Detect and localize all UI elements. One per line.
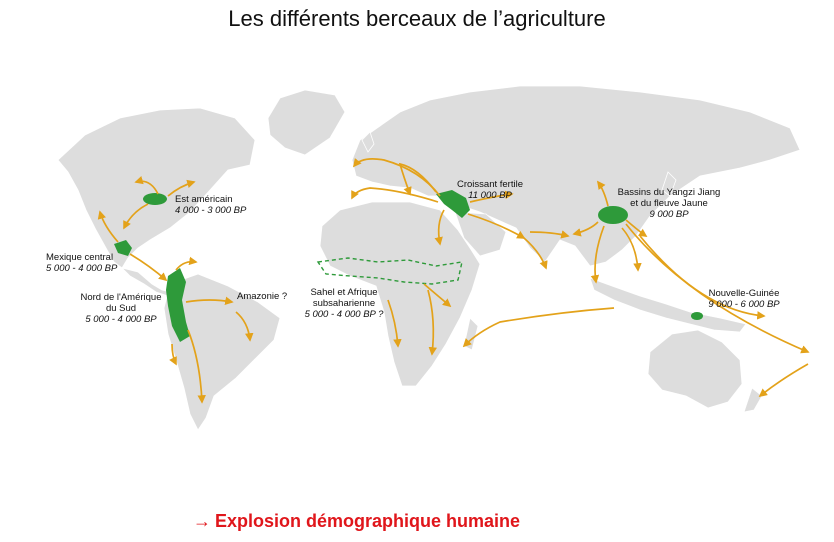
route-arrow (134, 176, 159, 195)
madagascar-landmass (463, 317, 479, 351)
region-name: Nouvelle-Guinée (708, 288, 780, 299)
uk-landmass (361, 131, 375, 153)
route-arrow (185, 296, 234, 305)
region-name: Croissant fertile (457, 179, 523, 190)
cradle-est-americain (143, 193, 167, 205)
route-arrow (235, 311, 254, 342)
route-arrow (187, 329, 206, 404)
right-arrow-icon: → (193, 511, 211, 531)
route-arrow (572, 221, 599, 237)
route-arrow (169, 343, 177, 366)
route-arrow (434, 209, 445, 246)
route-arrow (529, 230, 570, 239)
region-date: 9 000 BP (649, 209, 689, 220)
region-name: Mexique central (46, 252, 114, 263)
route-arrow (97, 210, 119, 243)
route-arrow (427, 289, 438, 356)
label-yangzi: Bassins du Yangzi Jiang et du fleuve Jau… (613, 187, 725, 220)
new-zealand-landmass (743, 387, 763, 413)
region-date: 5 000 - 4 000 BP (46, 263, 118, 274)
route-arrow (625, 219, 648, 237)
label-sahel: Sahel et Afrique subsaharienne 5 000 - 4… (296, 287, 392, 320)
cradle-croissant-fertile (436, 190, 470, 218)
route-arrow (129, 253, 168, 282)
cradle-nouvelle-guinee (691, 312, 703, 320)
route-arrow (387, 299, 402, 348)
label-amazonie: Amazonie ? (237, 291, 287, 302)
greenland-landmass (267, 89, 346, 156)
north-america-landmass (57, 107, 256, 269)
footer-text: Explosion démographique humaine (215, 511, 521, 531)
route-arrow (462, 307, 615, 348)
region-date: 9 000 - 6 000 BP (708, 299, 780, 310)
label-mexique-central: Mexique central 5 000 - 4 000 BP (46, 252, 117, 274)
region-name-line1: Bassins du Yangzi Jiang (617, 187, 721, 198)
southeast-asia-islands-landmass (589, 277, 747, 333)
route-arrow (590, 225, 605, 284)
region-name-line2: et du fleuve Jaune (630, 198, 708, 209)
region-name: Amazonie ? (237, 291, 288, 302)
label-amerique-du-sud: Nord de l'Amérique du Sud 5 000 - 4 000 … (76, 292, 166, 325)
label-nouvelle-guinee: Nouvelle-Guinée 9 000 - 6 000 BP (700, 288, 788, 310)
route-arrow (398, 162, 437, 196)
route-arrow (596, 180, 609, 207)
cradle-mexique-central (114, 240, 132, 256)
route-arrow (175, 256, 198, 271)
region-name-line2: subsaharienne (312, 298, 376, 309)
region-name-line1: Sahel et Afrique (310, 287, 378, 298)
route-arrow (467, 213, 526, 239)
label-croissant-fertile: Croissant fertile 11 000 BP (448, 179, 532, 201)
route-arrow (351, 187, 439, 203)
map-title: Les différents berceaux de l’agriculture (228, 6, 606, 31)
region-name-line2: du Sud (105, 303, 137, 314)
cradle-amerique-du-sud (166, 268, 190, 342)
label-est-americain: Est américain 4 000 - 3 000 BP (175, 194, 246, 216)
cradle-yangzi (598, 206, 628, 224)
route-arrow (758, 363, 809, 398)
africa-landmass (319, 201, 481, 387)
route-arrow (469, 190, 514, 203)
japan-landmass (661, 171, 677, 197)
route-arrow (523, 237, 548, 270)
region-date: 5 000 - 4 000 BP (85, 314, 157, 325)
region-name-line1: Nord de l'Amérique (80, 292, 162, 303)
route-arrow (621, 227, 642, 272)
route-arrow (167, 179, 196, 197)
region-date: 11 000 BP (468, 190, 512, 201)
south-america-landmass (163, 273, 281, 431)
region-name: Est américain (175, 194, 233, 205)
australia-landmass (647, 329, 743, 409)
region-date: 5 000 - 4 000 BP ? (304, 309, 384, 320)
footer-conclusion: → Explosion démographique humaine (193, 511, 520, 532)
cradle-sahel-outline (316, 257, 463, 285)
route-arrow (639, 235, 766, 320)
region-date: 4 000 - 3 000 BP (175, 205, 247, 216)
route-arrow (123, 203, 149, 230)
route-arrow (423, 283, 452, 308)
